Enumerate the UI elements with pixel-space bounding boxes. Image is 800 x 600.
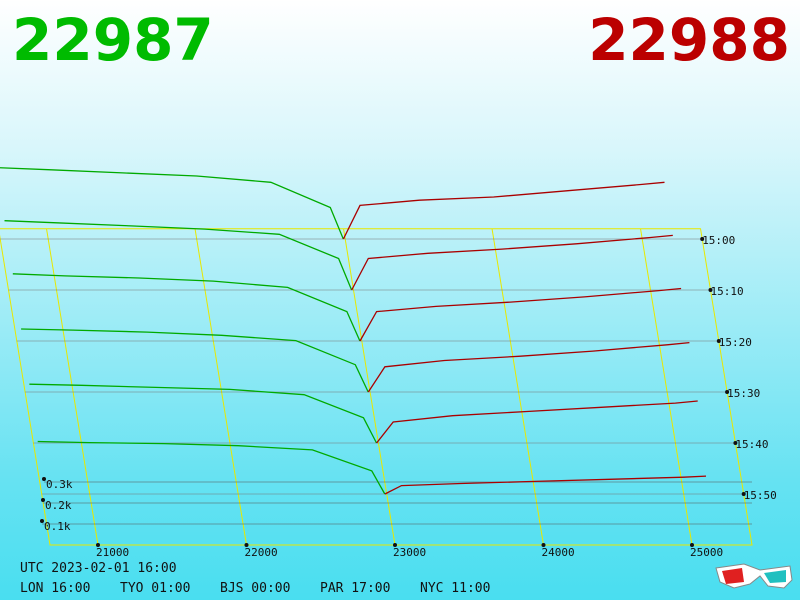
bid-depth-line (29, 383, 378, 444)
depth-tick-mark (40, 519, 44, 523)
bid-depth-line (12, 273, 361, 342)
time-tick-label: 15:30 (727, 387, 760, 400)
depth-tick-label: 0.3k (46, 478, 73, 491)
depth-tick-label: 0.2k (45, 499, 72, 512)
ask-depth-line (367, 341, 690, 393)
bid-depth-line (0, 167, 344, 240)
best-ask: 22988 (588, 6, 790, 74)
price-grid-line (194, 228, 247, 546)
price-tick-mark (541, 543, 546, 547)
price-tick-label: 24000 (542, 546, 575, 559)
depth-tick-label: 0.1k (44, 520, 71, 533)
time-tick-label: 15:50 (744, 489, 777, 502)
utc-clock: UTC 2023-02-01 16:00 (20, 561, 177, 576)
bid-depth-line (21, 328, 369, 393)
time-tick-label: 15:40 (735, 438, 768, 451)
price-grid-line (46, 228, 99, 546)
price-tick-mark (690, 543, 694, 547)
price-tick-mark (96, 543, 100, 547)
city-clock: LON 16:00 (20, 581, 90, 596)
3d-glasses-icon (715, 563, 793, 589)
city-clock: BJS 00:00 (220, 581, 290, 596)
price-tick-label: 25000 (690, 546, 723, 559)
ask-depth-line (384, 475, 707, 495)
time-tick-mark (741, 492, 746, 496)
price-tick-mark (393, 543, 397, 547)
price-grid-line (343, 228, 396, 546)
city-clock: NYC 11:00 (420, 581, 490, 596)
time-tick-mark (716, 339, 721, 343)
time-tick-label: 15:20 (719, 336, 752, 349)
time-tick-mark (708, 288, 713, 292)
time-tick-label: 15:00 (702, 234, 735, 247)
ask-depth-line (342, 181, 665, 240)
depth-surface: 21000 22000 23000 24000 25000 0.1k 0.2k 0.3k 15:… (0, 167, 777, 559)
best-bid: 22987 (12, 6, 214, 74)
ask-depth-line (359, 287, 682, 342)
floor-frame (0, 228, 753, 546)
depth-tick-mark (41, 498, 45, 502)
time-tick-mark (733, 441, 738, 445)
bid-depth-line (4, 220, 353, 291)
ask-depth-line (376, 400, 698, 444)
city-clock: TYO 01:00 (120, 581, 190, 596)
price-tick-label: 23000 (393, 546, 426, 559)
ask-depth-line (351, 234, 673, 291)
depth-tick-mark (42, 477, 46, 481)
bid-depth-line (37, 440, 386, 495)
world-clocks: LON 16:00 TYO 01:00 BJS 00:00 PAR 17:00 NYC … (20, 581, 490, 596)
time-tick-label: 15:10 (711, 285, 744, 298)
price-tick-mark (244, 543, 249, 547)
price-tick-label: 22000 (245, 546, 278, 559)
time-tick-mark (700, 237, 705, 241)
price-grid-line (640, 228, 693, 546)
time-tick-mark (725, 390, 730, 394)
price-tick-label: 21000 (96, 546, 129, 559)
price-grid-line (491, 228, 544, 546)
city-clock: PAR 17:00 (320, 581, 390, 596)
